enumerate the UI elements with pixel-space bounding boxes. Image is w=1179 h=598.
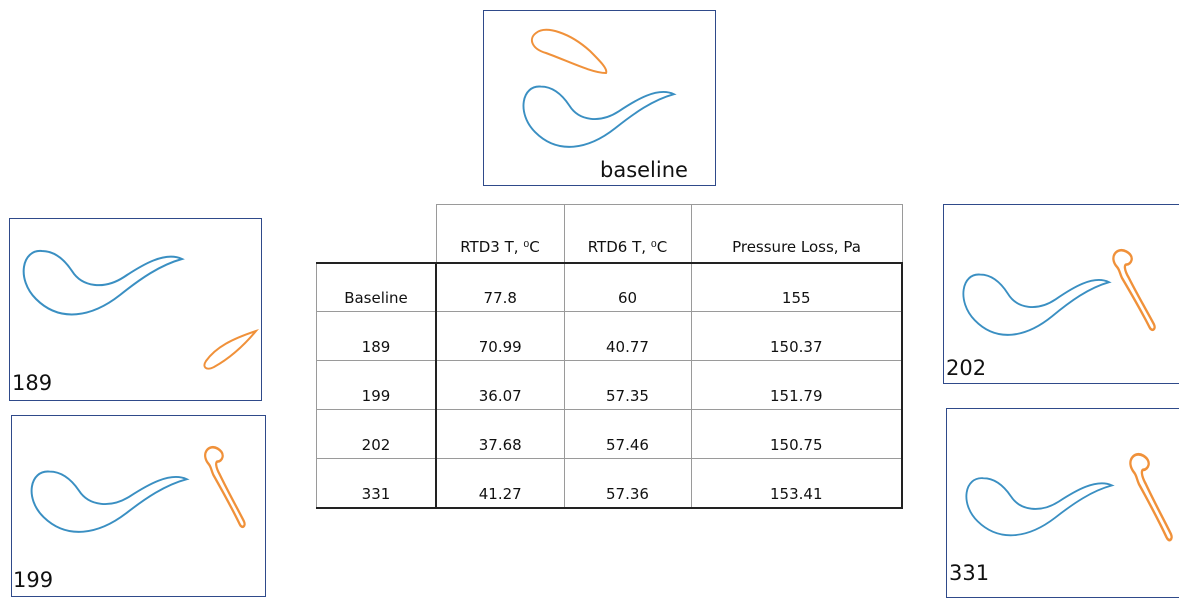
table-cell: 37.68 [435,409,565,459]
row-header: 331 [316,458,437,509]
table-cell: 60 [563,262,692,312]
row-header: 189 [316,311,437,361]
airfoil-blue [962,273,1110,336]
panel-label: 189 [12,371,53,395]
table-cell: 155 [690,262,903,312]
column-header: RTD6 T, ⁰C [563,204,692,264]
airfoil-orange [530,28,608,75]
airfoil-orange [1128,452,1174,542]
panel-199: 199 [11,415,266,597]
results-table: RTD3 T, ⁰C RTD6 T, ⁰C Pressure Loss, Pa Bas… [316,204,903,509]
table-cell: 153.41 [690,458,903,509]
header-row: RTD3 T, ⁰C RTD6 T, ⁰C Pressure Loss, Pa [316,204,903,264]
table-cell: 70.99 [435,311,565,361]
airfoil-blue [522,85,675,148]
table-cell: 36.07 [435,360,565,410]
panel-202: 202 [943,204,1179,384]
table-body: RTD3 T, ⁰C RTD6 T, ⁰C Pressure Loss, Pa Bas… [316,204,903,509]
airfoil-orange [203,445,246,529]
panel-label: 331 [949,561,990,585]
table-cell: 57.36 [563,458,692,509]
table-cell: 57.35 [563,360,692,410]
table-row: 199 36.07 57.35 151.79 [316,360,903,410]
airfoil-blue [30,470,188,533]
column-header: RTD3 T, ⁰C [435,204,565,264]
corner-cell [316,204,436,264]
column-header: Pressure Loss, Pa [690,204,903,264]
table-cell: 150.75 [690,409,903,459]
table-cell: 41.27 [435,458,565,509]
table-row: 202 37.68 57.46 150.75 [316,409,903,459]
table-row: 331 41.27 57.36 153.41 [316,458,903,509]
airfoil-blue [22,249,183,316]
table-cell: 57.46 [563,409,692,459]
table-cell: 150.37 [690,311,903,361]
panel-baseline: baseline [483,10,716,186]
table-cell: 77.8 [435,262,565,312]
airfoil-figure [22,249,260,370]
airfoil-blue [965,477,1113,537]
row-header: 202 [316,409,437,459]
row-header: Baseline [316,262,437,312]
table-row: 189 70.99 40.77 150.37 [316,311,903,361]
airfoil-figure [522,28,675,148]
panel-331: 331 [946,408,1179,598]
panel-189: 189 [9,218,262,401]
panel-label: 199 [13,568,54,592]
table-cell: 151.79 [690,360,903,410]
airfoil-orange [203,328,260,370]
row-header: 199 [316,360,437,410]
airfoil-orange [1112,248,1156,332]
panel-label: 202 [946,356,987,380]
table-cell: 40.77 [563,311,692,361]
table-row: Baseline 77.8 60 155 [316,262,903,312]
panel-label: baseline [600,158,688,182]
